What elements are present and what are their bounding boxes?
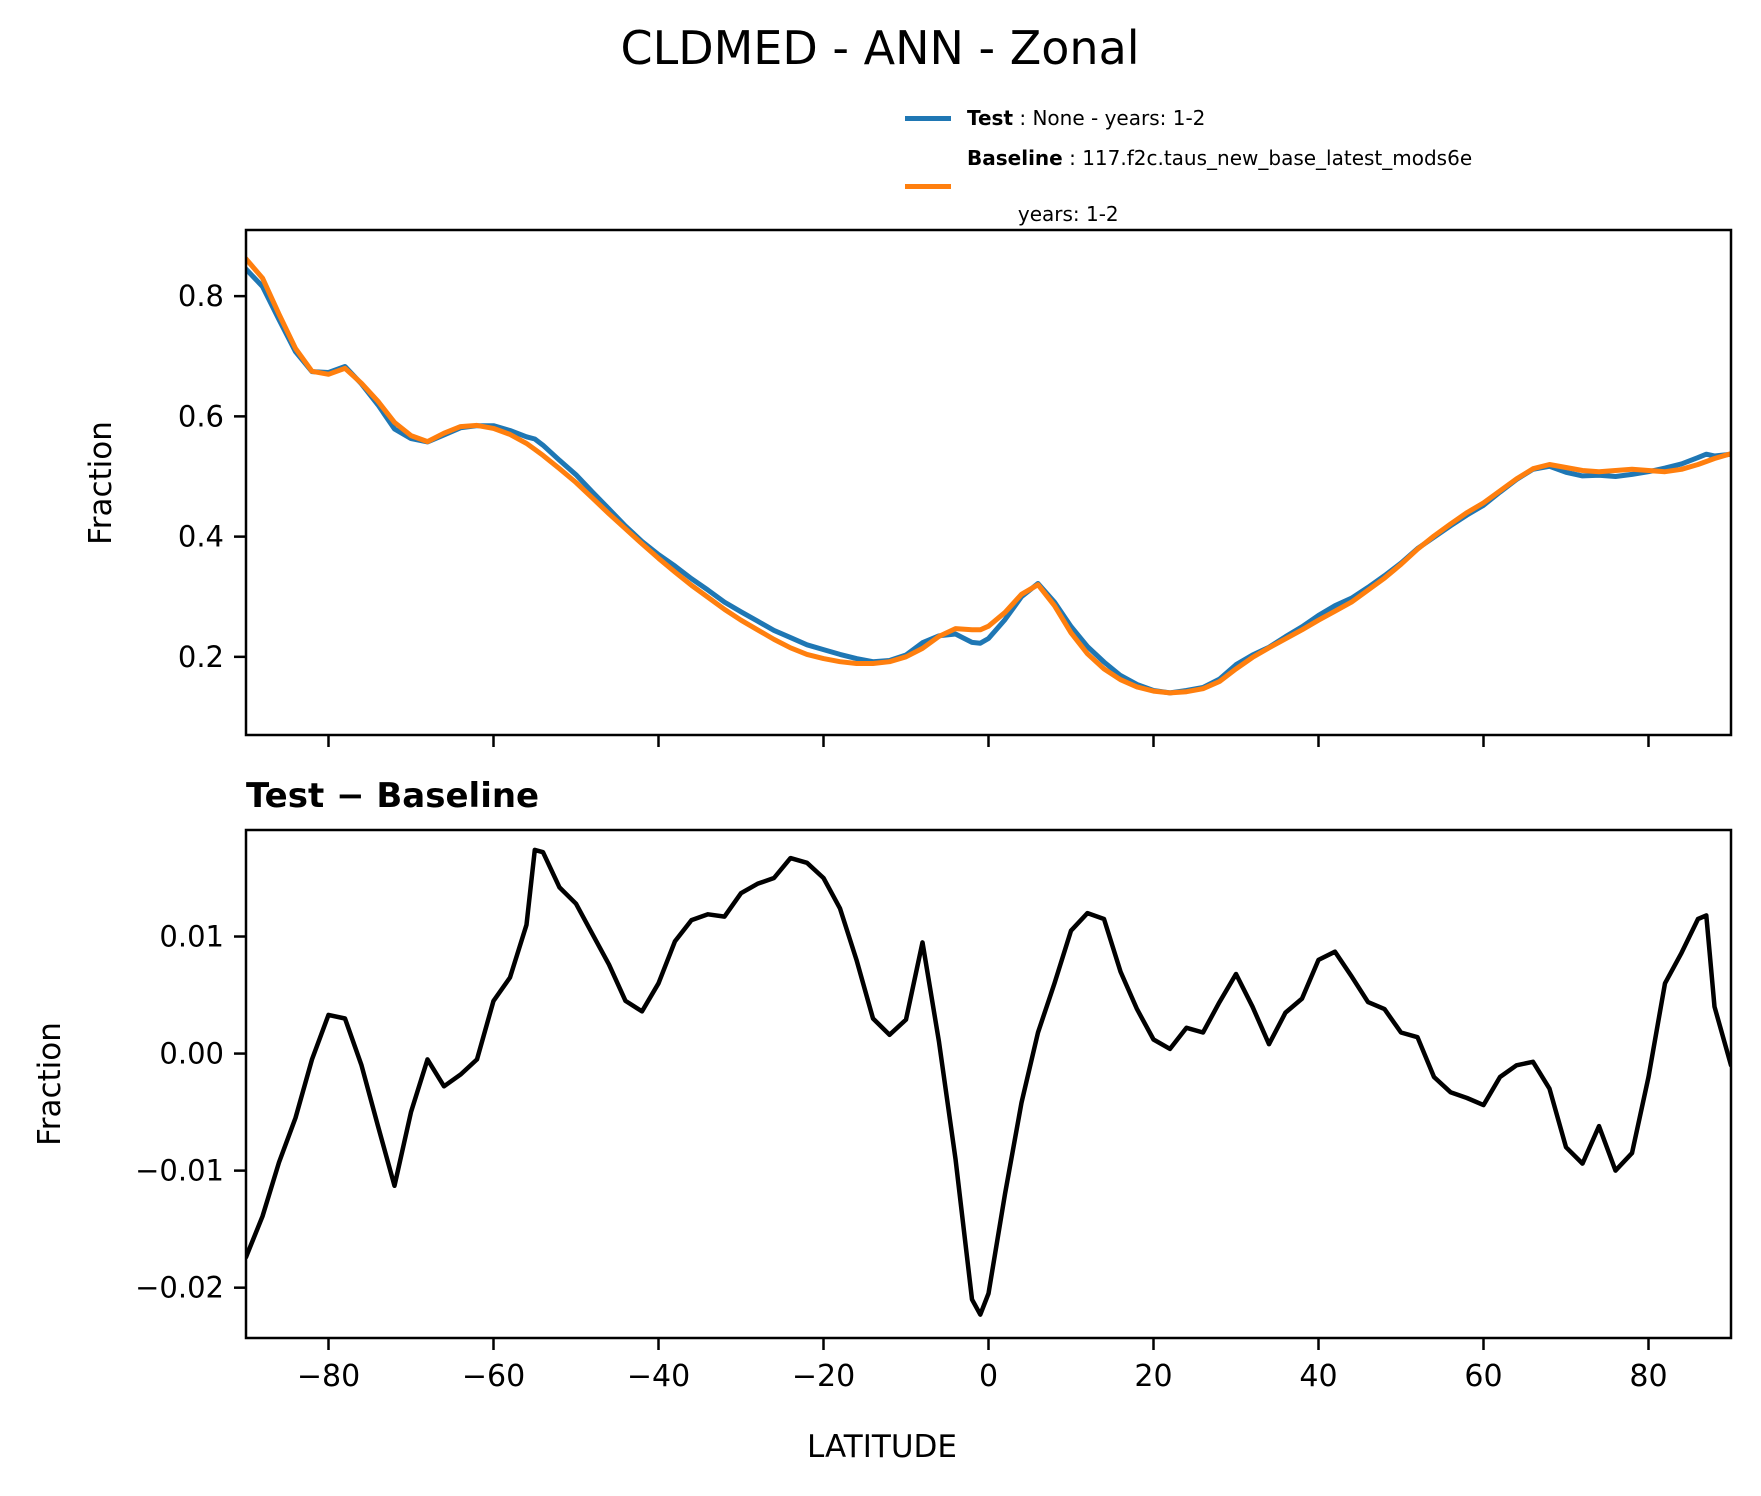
- top-ylabel: Fraction: [83, 421, 119, 545]
- baseline-line-swatch: [905, 183, 951, 189]
- x-axis-label: LATITUDE: [807, 1429, 957, 1465]
- legend-baseline-desc-line2: years: 1-2: [1017, 202, 1119, 226]
- series-line-baseline: [246, 256, 1731, 696]
- legend: Test : None - years: 1-2 Baseline : 117.…: [905, 104, 1472, 228]
- y-tick-label: 0.2: [178, 640, 224, 674]
- x-tick-label: −40: [627, 1359, 690, 1394]
- x-tick-label: −60: [462, 1359, 525, 1394]
- legend-test-name: Test: [967, 106, 1014, 130]
- x-tick-label: 20: [1134, 1359, 1172, 1394]
- y-tick-label: −0.02: [135, 1271, 224, 1305]
- y-tick-label: 0.4: [178, 520, 224, 554]
- legend-baseline-desc: : 117.f2c.taus_new_base_latest_mods6e: [1062, 146, 1473, 170]
- series-line-test: [246, 266, 1731, 696]
- legend-entry-baseline-label: Baseline : 117.f2c.taus_new_base_latest_…: [967, 144, 1472, 228]
- series-line-test-baseline: [246, 847, 1731, 1317]
- y-tick-label: 0.01: [159, 920, 224, 954]
- axes-frame: [244, 828, 1733, 1340]
- legend-test-desc: : None - years: 1-2: [1013, 106, 1206, 130]
- legend-entry-baseline: Baseline : 117.f2c.taus_new_base_latest_…: [905, 144, 1472, 228]
- y-tick-label: 0.6: [178, 399, 224, 433]
- x-tick-label: −80: [297, 1359, 360, 1394]
- legend-entry-test-label: Test : None - years: 1-2: [967, 104, 1205, 132]
- legend-entry-test: Test : None - years: 1-2: [905, 104, 1472, 132]
- axes-frame: [244, 228, 1733, 737]
- difference-panel-title: Test − Baseline: [246, 776, 540, 816]
- x-tick-label: 80: [1629, 1359, 1667, 1394]
- y-tick-label: 0.00: [159, 1037, 224, 1071]
- x-tick-label: 40: [1299, 1359, 1337, 1394]
- bottom-ylabel: Fraction: [32, 1022, 68, 1146]
- x-tick-label: −20: [792, 1359, 855, 1394]
- y-tick-label: −0.01: [135, 1154, 224, 1188]
- test-line-swatch: [905, 115, 951, 121]
- legend-baseline-name: Baseline: [967, 146, 1063, 170]
- figure-title: CLDMED - ANN - Zonal: [620, 21, 1140, 75]
- y-tick-label: 0.8: [178, 279, 224, 313]
- x-tick-label: 60: [1464, 1359, 1502, 1394]
- x-tick-label: 0: [979, 1359, 998, 1394]
